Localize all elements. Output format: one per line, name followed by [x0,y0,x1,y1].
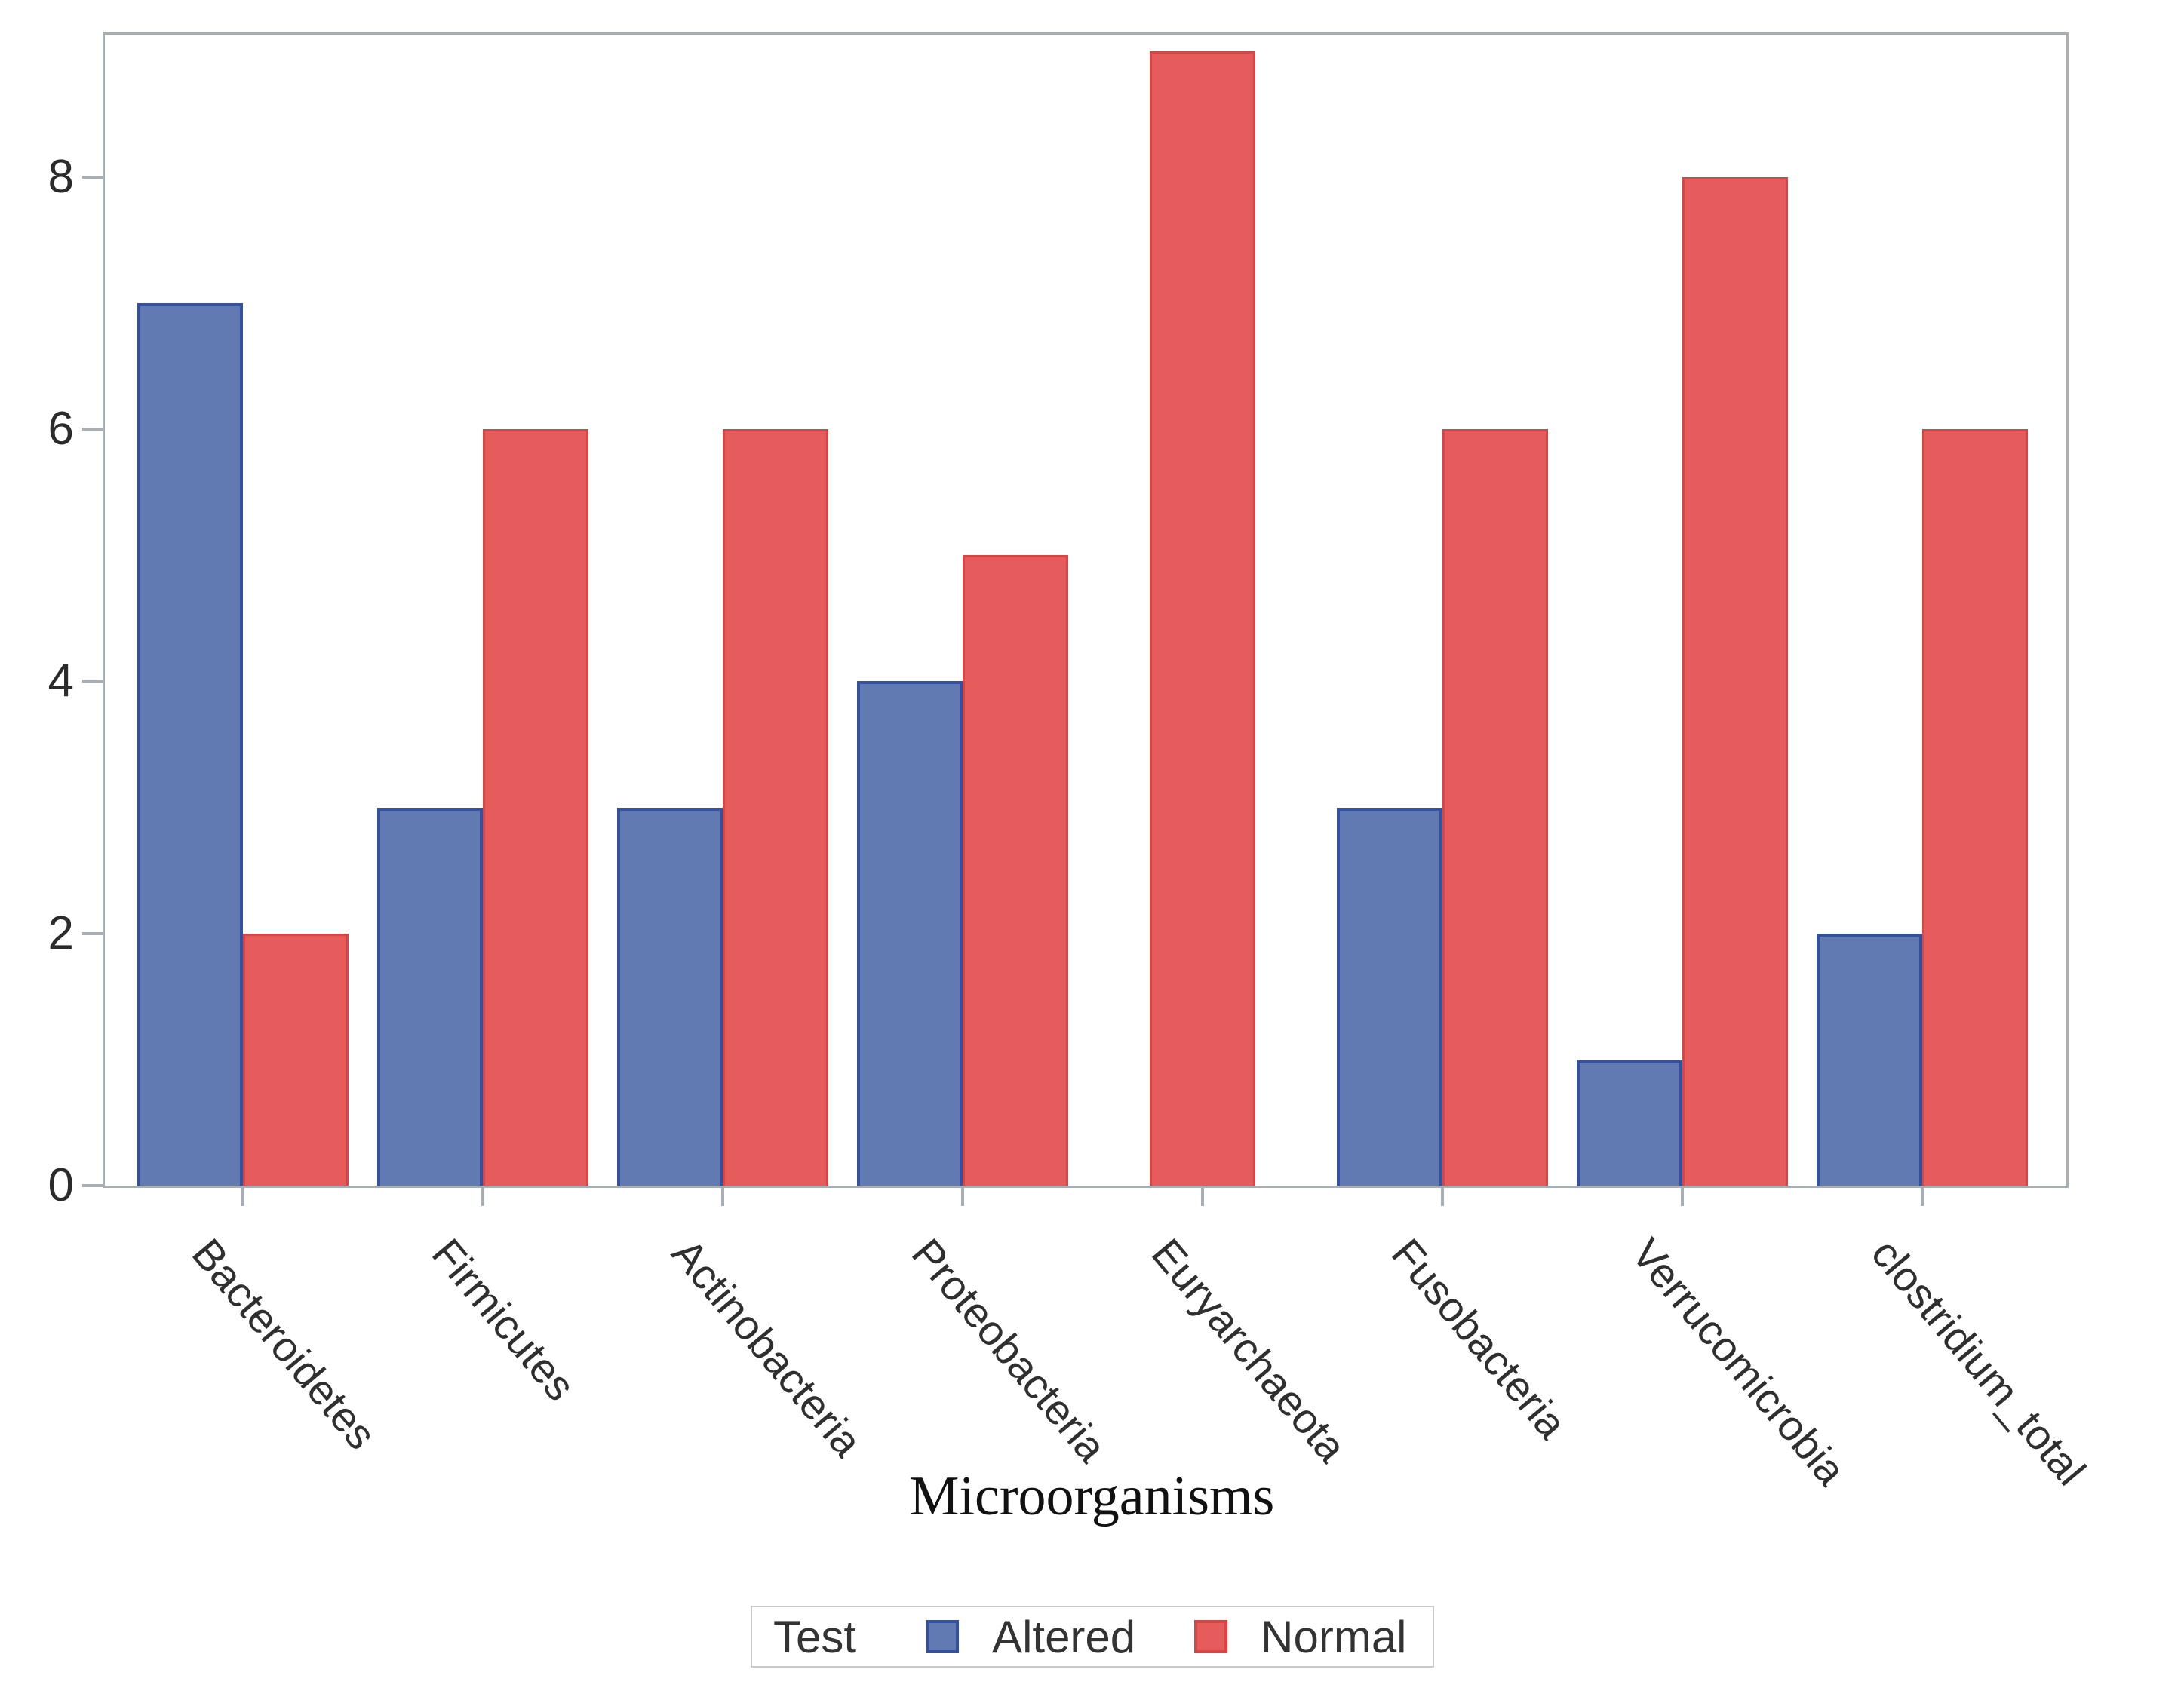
x-tick-mark [1441,1188,1444,1206]
legend-item-altered: Altered [926,1611,1135,1663]
bar-altered-Actinobacteria [617,808,723,1186]
x-tick-label-Actinobacteria: Actinobacteria [662,1229,872,1465]
x-tick-label-Fusobacteria: Fusobacteria [1382,1229,1577,1447]
y-tick-label: 4 [48,655,74,707]
legend-swatch-normal-icon [1194,1620,1228,1653]
x-tick-label-Euryarchaeota: Euryarchaeota [1142,1229,1356,1471]
y-tick-label: 8 [48,151,74,203]
y-tick-mark [82,932,103,935]
x-tick-label-Firmicutes: Firmicutes [422,1229,585,1410]
x-tick-label-Verrucomicrobia: Verrucomicrobia [1622,1229,1856,1494]
legend-swatch-altered-icon [926,1620,960,1653]
legend-label-normal: Normal [1261,1611,1407,1662]
x-tick-label-Proteobacteria: Proteobacteria [902,1229,1117,1471]
bar-normal-Fusobacteria [1442,429,1548,1186]
bar-normal-Proteobacteria [963,555,1068,1186]
y-tick-label: 6 [48,403,74,455]
x-tick-label-clostridium_total: clostridium_total [1862,1229,2096,1494]
x-tick-mark [241,1188,244,1206]
bar-altered-clostridium_total [1817,934,1922,1186]
y-tick-mark [82,680,103,683]
legend-label-altered: Altered [992,1611,1136,1662]
bar-altered-Proteobacteria [857,681,963,1186]
x-tick-mark [961,1188,964,1206]
bar-normal-Bacteroidetes [243,934,349,1186]
legend-item-normal: Normal [1194,1611,1407,1663]
bar-altered-Fusobacteria [1337,808,1442,1186]
bar-altered-Firmicutes [377,808,483,1186]
y-tick-mark [82,428,103,431]
plot-area [103,32,2069,1188]
bar-normal-Euryarchaeota [1150,51,1255,1186]
y-tick-label: 0 [48,1159,74,1211]
bar-normal-clostridium_total [1922,429,2028,1186]
x-tick-mark [721,1188,724,1206]
x-tick-mark [481,1188,484,1206]
x-tick-label-Bacteroidetes: Bacteroidetes [183,1229,386,1459]
bar-altered-Bacteroidetes [137,303,243,1186]
legend: Test Altered Normal [751,1606,1434,1668]
y-tick-mark [82,176,103,179]
bar-altered-Verrucomicrobia [1577,1060,1682,1186]
x-axis-title: Microorganisms [909,1465,1275,1527]
bar-normal-Actinobacteria [723,429,828,1186]
x-tick-mark [1201,1188,1204,1206]
bar-normal-Firmicutes [483,429,588,1186]
x-tick-mark [1681,1188,1684,1206]
x-tick-mark [1921,1188,1924,1206]
legend-title: Test [773,1611,857,1662]
y-tick-label: 2 [48,907,74,959]
y-tick-mark [82,1184,103,1187]
bar-normal-Verrucomicrobia [1682,177,1788,1186]
